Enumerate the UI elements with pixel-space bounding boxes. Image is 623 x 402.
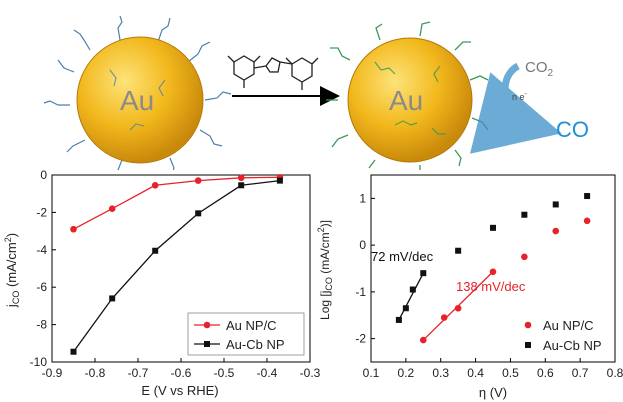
x-tick-label: 0.3 <box>432 366 449 380</box>
x-tick-label: -0.6 <box>171 366 192 380</box>
y-tick-label: -6 <box>36 280 47 294</box>
chart-tafel: 0.1 0.2 0.3 0.4 0.5 0.6 0.7 0.8 1 0 -1 -2 η (V) Log… <box>316 174 623 400</box>
data-point-au-cb-np <box>109 295 116 302</box>
data-point-au-cb-np <box>238 182 245 189</box>
data-point-au-cb-np <box>195 210 202 217</box>
x-tick-label: -0.4 <box>257 366 278 380</box>
y-tick-label: -4 <box>36 243 47 257</box>
x-tick-label: 0.1 <box>363 366 380 380</box>
y-tick-label: -10 <box>30 355 48 369</box>
data-point-au-cb-np <box>70 348 77 355</box>
gold-nanoparticle-left <box>76 36 204 164</box>
x-tick-label: -0.5 <box>214 366 235 380</box>
legend: Au NP/C Au-Cb NP <box>524 318 602 353</box>
x-tick-label: -0.3 <box>300 366 320 380</box>
data-point-au-cb-np <box>420 270 427 277</box>
conversion-arrow <box>469 62 562 154</box>
x-tick-label: 0.7 <box>572 366 589 380</box>
data-point-au-np-c <box>108 205 116 212</box>
y-tick-label: -2 <box>36 205 47 219</box>
x-tick-label: 0.2 <box>398 366 415 380</box>
series-line-au-cb-np <box>72 179 280 353</box>
x-tick-label: -0.9 <box>42 366 63 380</box>
y-tick-label: 1 <box>359 191 366 205</box>
data-point-au-cb-np <box>490 224 496 231</box>
data-point-au-cb-np <box>152 247 159 254</box>
data-point-au-np-c <box>151 181 159 189</box>
data-point-au-cb-np <box>276 177 283 184</box>
legend-marker-au-cb-np <box>525 342 531 348</box>
carbene-center: ·· <box>271 67 276 76</box>
data-point-au-np-c <box>489 268 497 276</box>
x-axis-label: E (V vs RHE) <box>141 383 218 398</box>
y-axis-label: Log [jCO (mA/cm2)] <box>316 220 334 320</box>
data-point-au-np-c <box>454 304 462 312</box>
legend-marker-au-np-c <box>203 321 211 329</box>
carbene-molecule-icon <box>227 55 319 90</box>
data-point-au-np-c <box>70 225 77 233</box>
legend-label-au-cb-np: Au-Cb NP <box>226 337 285 352</box>
data-point-au-np-c <box>440 314 448 321</box>
series-line-au-np-c <box>73 176 280 230</box>
y-tick-label: -8 <box>36 318 47 332</box>
electron-label: n e- <box>512 91 528 102</box>
legend: Au NP/C Au-Cb NP <box>187 312 305 356</box>
legend-box <box>187 312 305 356</box>
particle-label-left: Au <box>120 85 154 116</box>
data-point-au-np-c <box>583 217 591 225</box>
x-tick-label: 0.8 <box>607 366 623 380</box>
data-point-au-cb-np <box>395 316 402 323</box>
x-tick-label: -0.7 <box>128 366 149 380</box>
fit-line <box>398 272 424 321</box>
x-axis-label: η (V) <box>479 385 507 400</box>
y-tick-label: -2 <box>355 332 366 346</box>
fit-label-au-cb-np: 72 mV/dec <box>371 249 434 264</box>
data-point-au-np-c <box>419 336 427 344</box>
data-point-au-cb-np <box>584 193 591 200</box>
data-point-au-cb-np <box>455 247 462 254</box>
x-tick-label: 0.4 <box>467 366 484 380</box>
y-tick-label: -1 <box>355 285 366 299</box>
y-tick-label: 0 <box>359 238 366 252</box>
data-point-au-cb-np <box>521 211 528 218</box>
legend-label-au-np-c: Au NP/C <box>226 318 277 333</box>
scheme-illustration: Au ·· Au CO2 n e- CO <box>43 15 589 170</box>
data-point-au-np-c <box>237 174 245 182</box>
data-point-au-cb-np <box>552 201 559 208</box>
data-point-au-cb-np <box>402 305 409 312</box>
legend-marker-au-np-c <box>524 321 532 329</box>
legend-label-au-np-c: Au NP/C <box>543 318 594 333</box>
data-point-au-np-c <box>552 227 560 235</box>
particle-label-right: Au <box>389 85 423 116</box>
legend-marker-au-cb-np <box>204 341 210 347</box>
y-tick-label: 0 <box>40 168 47 182</box>
reactant-label: CO2 <box>525 59 554 79</box>
product-label: CO <box>556 117 589 142</box>
legend-label-au-cb-np: Au-Cb NP <box>543 338 602 353</box>
x-tick-label: 0.5 <box>502 366 519 380</box>
plot-frame <box>370 174 616 363</box>
y-axis-label: jCO (mA/cm2) <box>3 233 21 308</box>
x-tick-label: 0.6 <box>537 366 554 380</box>
fit-label-au-np-c: 138 mV/dec <box>456 279 526 294</box>
data-point-au-np-c <box>521 253 528 261</box>
data-point-au-cb-np <box>409 286 416 293</box>
chart-current-vs-potential: -0.9 -0.8 -0.7 -0.6 -0.5 -0.4 -0.3 0 -2 -4 -6 -8 -10… <box>3 168 320 398</box>
x-tick-label: -0.8 <box>85 366 106 380</box>
data-point-au-np-c <box>194 177 202 184</box>
